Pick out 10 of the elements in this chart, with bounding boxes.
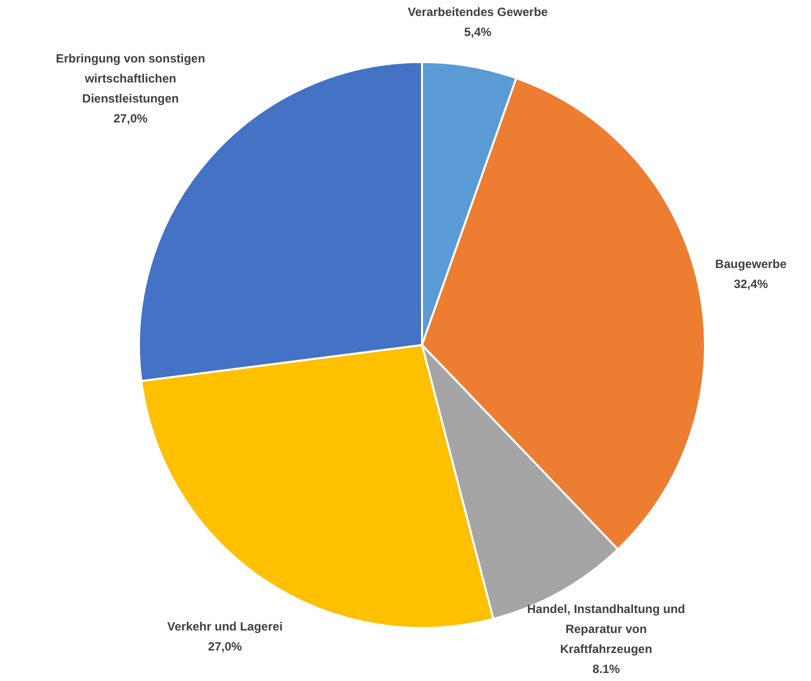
data-label: 8.1% xyxy=(592,662,620,676)
slice-label: Baugewerbe xyxy=(715,257,787,272)
data-label: 27,0% xyxy=(114,111,148,126)
data-label: 5,4% xyxy=(464,25,492,39)
slice-label: Verarbeitendes Gewerbe xyxy=(408,5,548,19)
slice-label: Verkehr und Lagerei xyxy=(167,620,283,634)
data-label: 27,0% xyxy=(208,640,242,654)
slice-label: Erbringung von sonstigen wirtschaftlichen Dienstleistungen xyxy=(56,51,206,106)
data-label: 32,4% xyxy=(734,277,768,292)
slice-label: Handel, Instandhaltung und Reparatur von Kraftfahrzeugen xyxy=(527,602,686,656)
